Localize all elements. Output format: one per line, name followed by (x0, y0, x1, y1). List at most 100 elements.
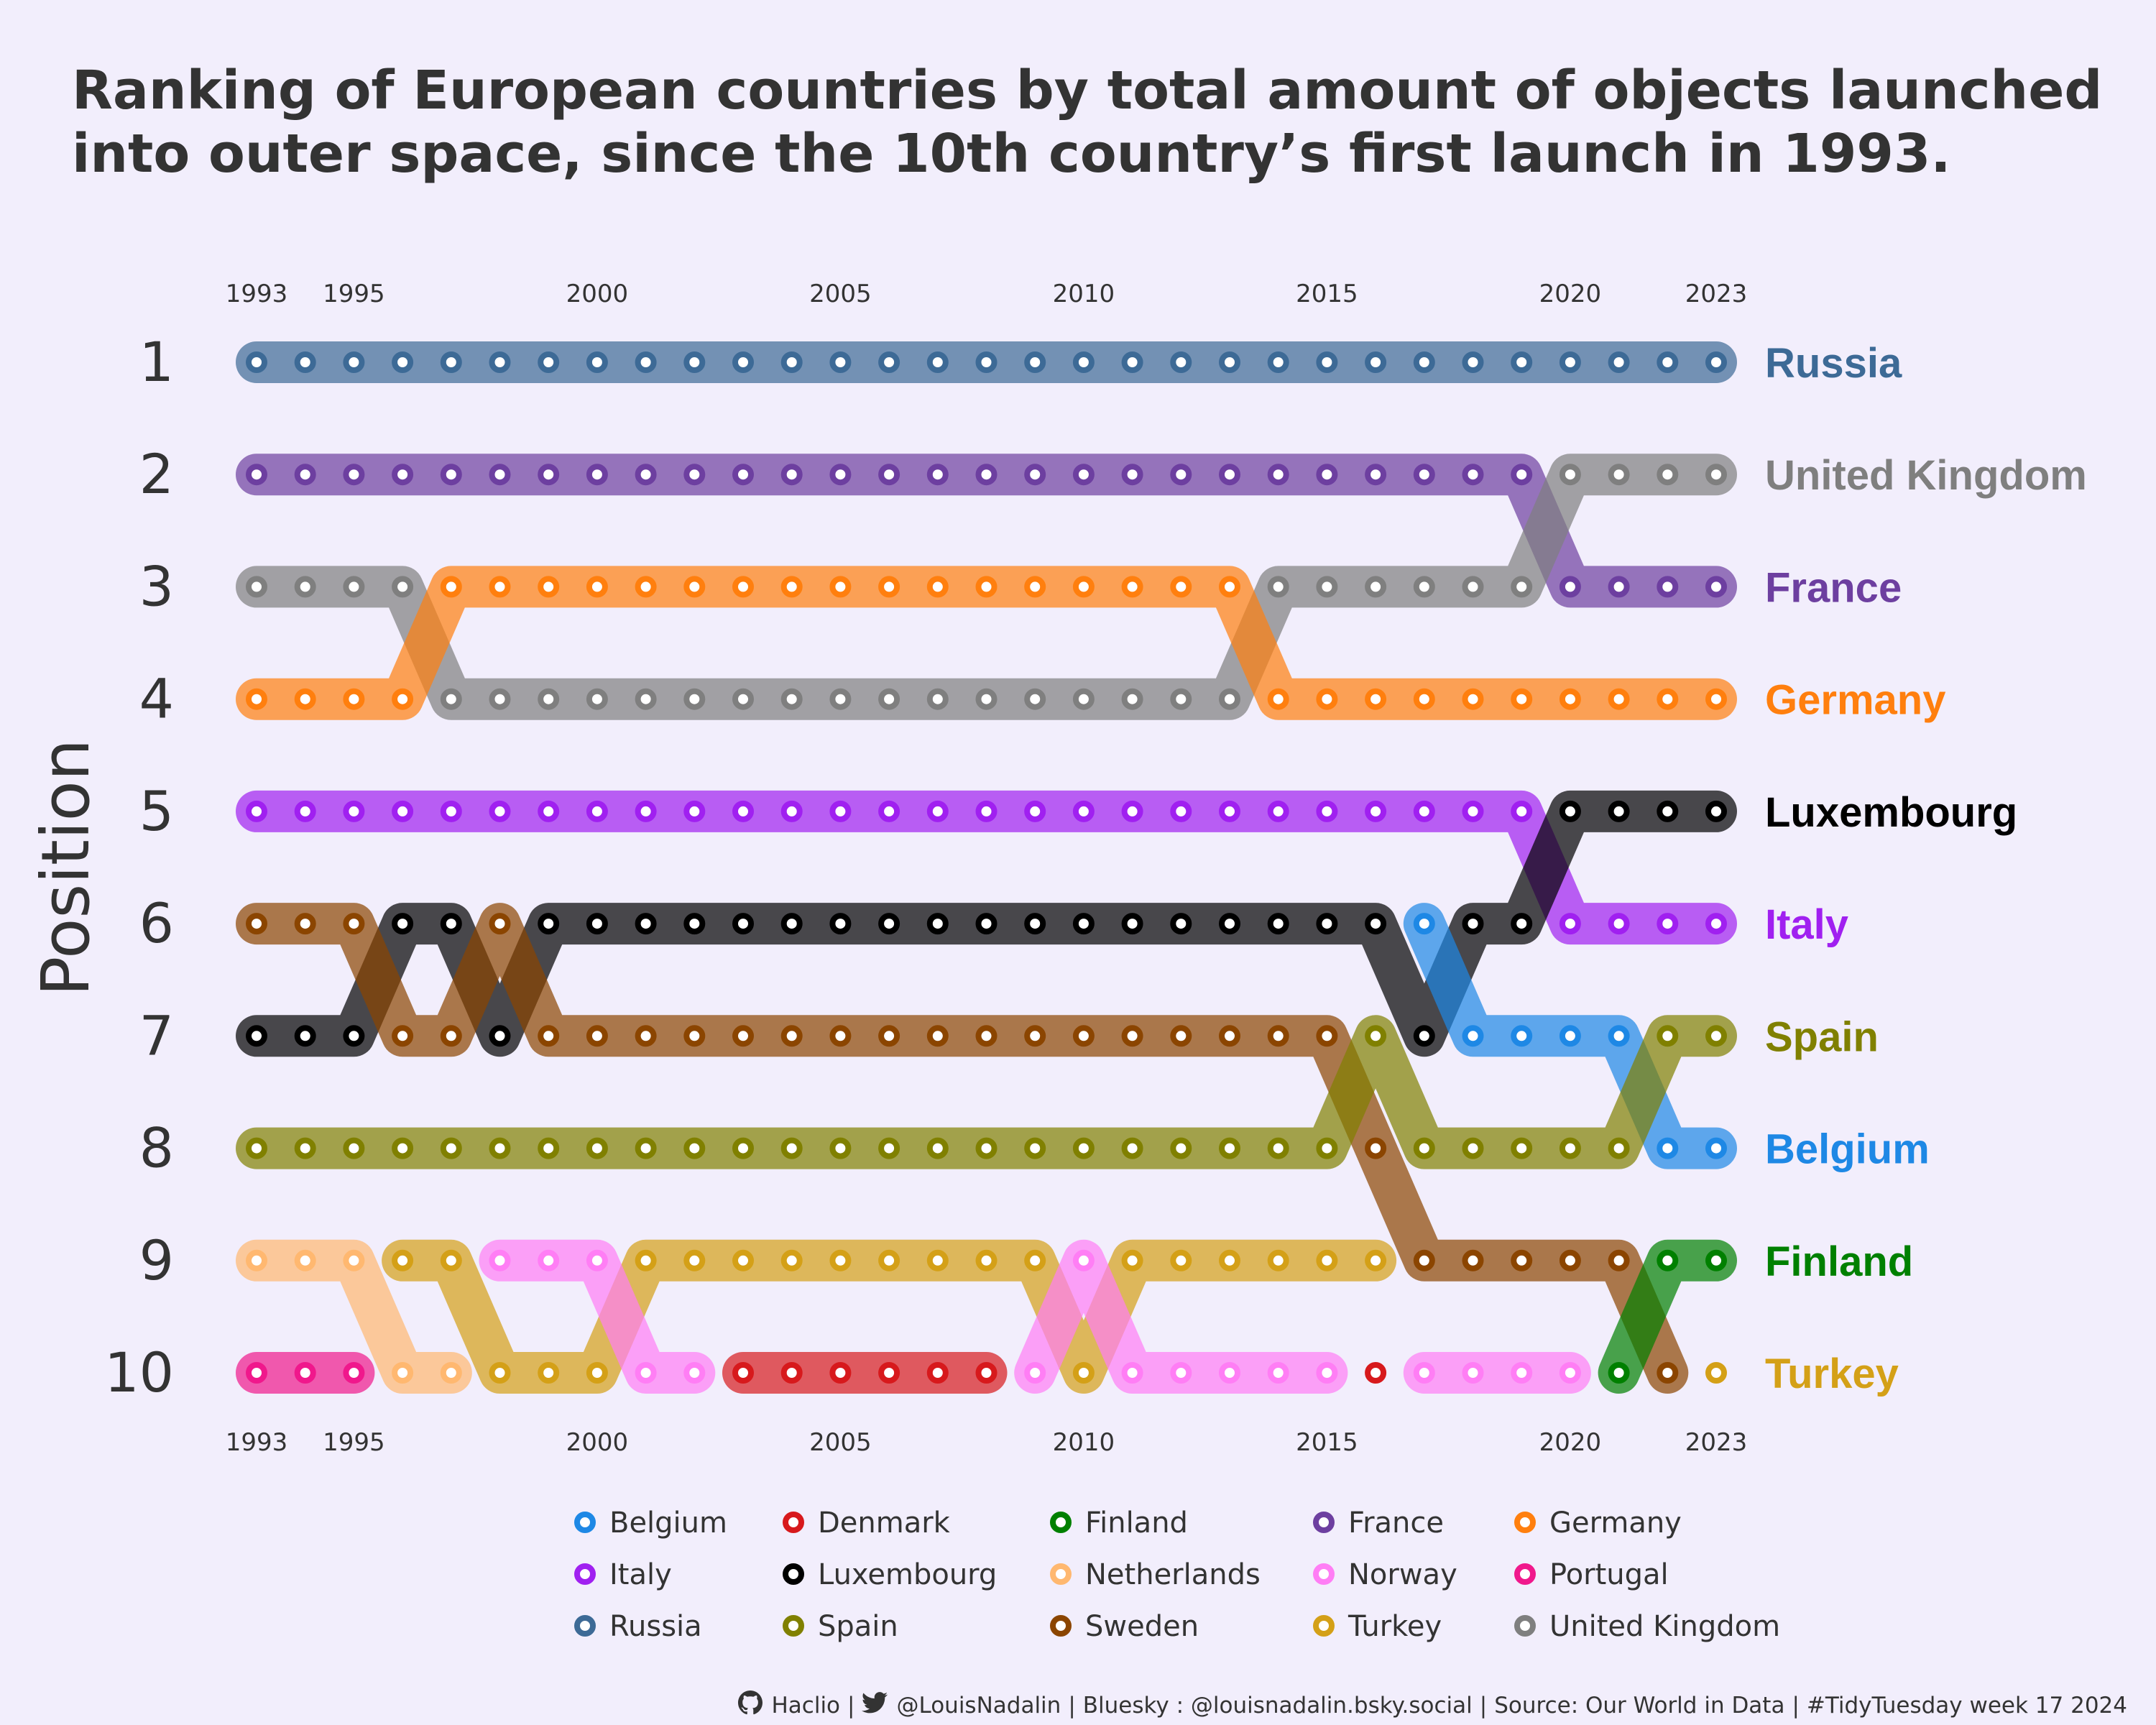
point-luxembourg-1997 (440, 913, 462, 935)
point-sweden-2009 (1024, 1025, 1046, 1047)
point-france-2019 (1511, 464, 1533, 486)
point-turkey-2014 (1267, 1249, 1289, 1271)
legend-key-netherlands (1050, 1563, 1072, 1585)
point-spain-2019 (1511, 1137, 1533, 1159)
footer-tag: #TidyTuesday week 17 2024 (1806, 1693, 2127, 1719)
point-italy-1994 (294, 800, 316, 822)
point-sweden-2005 (829, 1025, 852, 1047)
point-luxembourg-2005 (829, 913, 852, 935)
point-germany-1993 (246, 688, 267, 710)
point-spain-2018 (1462, 1137, 1484, 1159)
x-tick-label-top-2000: 2000 (566, 280, 629, 308)
point-united-kingdom-2014 (1267, 576, 1289, 598)
point-sweden-2004 (780, 1025, 803, 1047)
point-russia-2000 (586, 351, 608, 373)
footer-source: Source: Our World in Data (1494, 1693, 1785, 1719)
legend-key-norway (1313, 1563, 1335, 1585)
point-france-1996 (392, 464, 414, 486)
point-turkey-2006 (878, 1249, 900, 1271)
point-france-2017 (1413, 464, 1435, 486)
point-spain-1994 (294, 1137, 316, 1159)
point-germany-2017 (1413, 688, 1435, 710)
point-russia-2016 (1365, 351, 1387, 373)
point-sweden-2006 (878, 1025, 900, 1047)
legend-label-luxembourg: Luxembourg (818, 1558, 997, 1591)
point-sweden-1997 (440, 1025, 462, 1047)
point-france-1995 (343, 464, 365, 486)
legend-label-russia: Russia (609, 1610, 702, 1643)
point-portugal-1993 (246, 1362, 267, 1384)
point-turkey-2012 (1170, 1249, 1192, 1271)
point-sweden-2017 (1413, 1249, 1435, 1271)
point-united-kingdom-1999 (538, 688, 560, 710)
point-norway-2001 (635, 1362, 657, 1384)
x-tick-label-bottom-2010: 2010 (1053, 1428, 1115, 1457)
point-denmark-2016 (1365, 1362, 1387, 1384)
point-united-kingdom-2010 (1072, 688, 1095, 710)
point-france-2018 (1462, 464, 1484, 486)
point-spain-2023 (1705, 1025, 1727, 1047)
point-luxembourg-1993 (246, 1025, 267, 1047)
point-luxembourg-2013 (1219, 913, 1240, 935)
point-germany-2000 (586, 576, 608, 598)
point-united-kingdom-2011 (1121, 688, 1143, 710)
point-germany-1996 (392, 688, 414, 710)
point-italy-2015 (1316, 800, 1338, 822)
end-label-finland: Finland (1765, 1238, 1913, 1285)
point-united-kingdom-2012 (1170, 688, 1192, 710)
point-sweden-1993 (246, 913, 267, 935)
point-united-kingdom-2019 (1511, 576, 1533, 598)
point-france-2014 (1267, 464, 1289, 486)
point-sweden-2020 (1559, 1249, 1581, 1271)
point-turkey-2011 (1121, 1249, 1143, 1271)
legend-label-norway: Norway (1348, 1558, 1457, 1591)
point-italy-2014 (1267, 800, 1289, 822)
point-sweden-2002 (683, 1025, 706, 1047)
point-germany-2019 (1511, 688, 1533, 710)
x-tick-label-bottom-1993: 1993 (226, 1428, 288, 1457)
point-united-kingdom-2018 (1462, 576, 1484, 598)
point-germany-2007 (926, 576, 949, 598)
point-norway-2000 (586, 1249, 608, 1271)
point-france-2002 (683, 464, 706, 486)
point-germany-1999 (538, 576, 560, 598)
point-france-1999 (538, 464, 560, 486)
chart-title-line-1: Ranking of European countries by total a… (72, 60, 2103, 121)
point-luxembourg-2009 (1024, 913, 1046, 935)
x-tick-label-top-2015: 2015 (1296, 280, 1358, 308)
y-tick-label-1: 1 (139, 330, 174, 394)
point-norway-1999 (538, 1249, 560, 1271)
point-united-kingdom-2015 (1316, 576, 1338, 598)
end-label-germany: Germany (1765, 677, 1945, 724)
point-germany-1998 (489, 576, 511, 598)
point-russia-2005 (829, 351, 852, 373)
point-luxembourg-2018 (1462, 913, 1484, 935)
point-france-2005 (829, 464, 852, 486)
x-tick-label-bottom-2020: 2020 (1539, 1428, 1602, 1457)
axes: 1993 1993 1995 1995 2000 2000 2005 2005 2010 2010… (27, 280, 1747, 1457)
point-italy-2016 (1365, 800, 1387, 822)
point-italy-2004 (780, 800, 803, 822)
x-tick-label-top-2020: 2020 (1539, 280, 1602, 308)
legend-label-france: France (1348, 1506, 1444, 1540)
legend-label-finland: Finland (1085, 1506, 1188, 1540)
point-russia-2018 (1462, 351, 1484, 373)
point-netherlands-1997 (440, 1362, 462, 1384)
point-spain-1996 (392, 1137, 414, 1159)
point-germany-2010 (1072, 576, 1095, 598)
point-germany-2008 (975, 576, 998, 598)
y-tick-label-10: 10 (104, 1340, 174, 1404)
point-united-kingdom-1993 (246, 576, 267, 598)
x-tick-label-bottom-2023: 2023 (1685, 1428, 1748, 1457)
point-spain-1997 (440, 1137, 462, 1159)
point-russia-2008 (975, 351, 998, 373)
point-russia-2014 (1267, 351, 1289, 373)
point-sweden-1999 (538, 1025, 560, 1047)
point-luxembourg-1994 (294, 1025, 316, 1047)
point-luxembourg-2004 (780, 913, 803, 935)
point-denmark-2006 (878, 1362, 900, 1384)
point-sweden-2010 (1072, 1025, 1095, 1047)
point-turkey-2003 (732, 1249, 754, 1271)
end-label-luxembourg: Luxembourg (1765, 789, 2017, 836)
